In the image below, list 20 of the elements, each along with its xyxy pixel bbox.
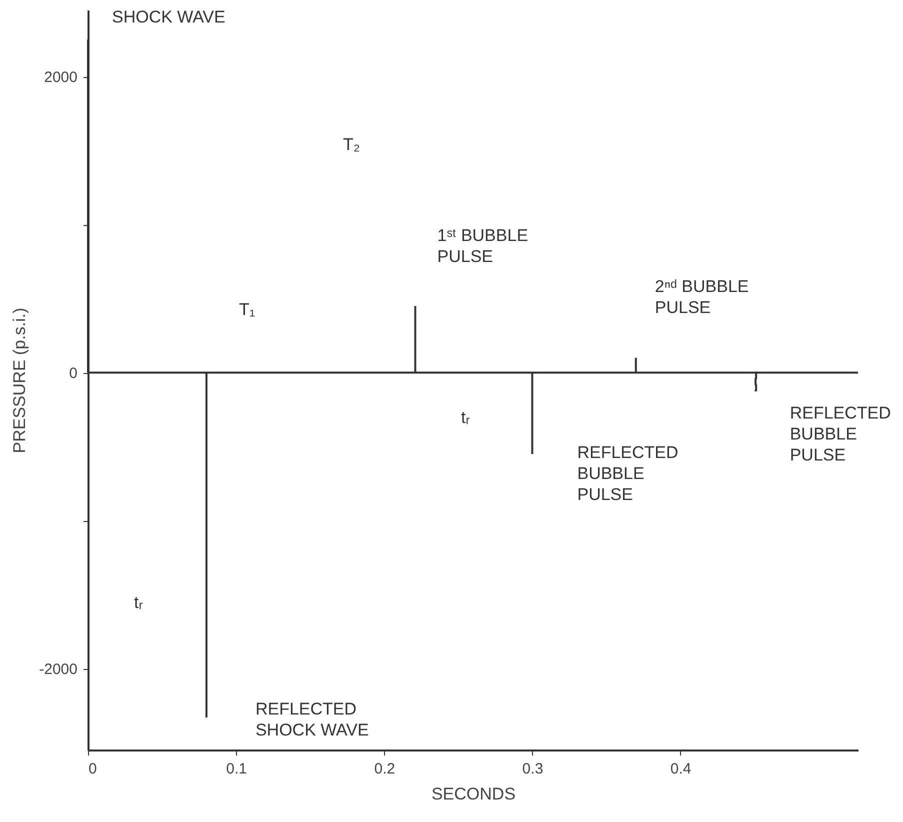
annotation: 1ˢᵗ BUBBLE PULSE — [437, 226, 528, 266]
annotation: 2ⁿᵈ BUBBLE PULSE — [654, 276, 749, 317]
x-tick-label: 0.4 — [670, 760, 692, 778]
annotation: REFLECTED BUBBLE PULSE — [790, 403, 891, 464]
y-tick-label: 2000 — [44, 69, 78, 86]
y-tick-label: 0 — [69, 365, 78, 382]
annotation: T₁ — [239, 300, 256, 319]
annotation: REFLECTED SHOCK WAVE — [255, 699, 369, 740]
annotation: REFLECTED BUBBLE PULSE — [577, 443, 678, 504]
y-tick-label: -2000 — [39, 661, 78, 678]
x-tick-label: 0.1 — [226, 760, 248, 778]
annotation: tᵣ — [461, 408, 470, 427]
x-axis-title: SECONDS — [431, 784, 516, 804]
annotation: tᵣ — [134, 593, 143, 612]
x-tick-label: 0.3 — [522, 760, 544, 778]
x-tick-label: 0.2 — [374, 760, 396, 778]
annotation: T₂ — [343, 135, 360, 154]
annotation: SHOCK WAVE — [112, 8, 226, 27]
y-axis-title: PRESSURE (p.s.i.) — [10, 308, 30, 454]
x-tick-label: 0 — [88, 760, 97, 778]
